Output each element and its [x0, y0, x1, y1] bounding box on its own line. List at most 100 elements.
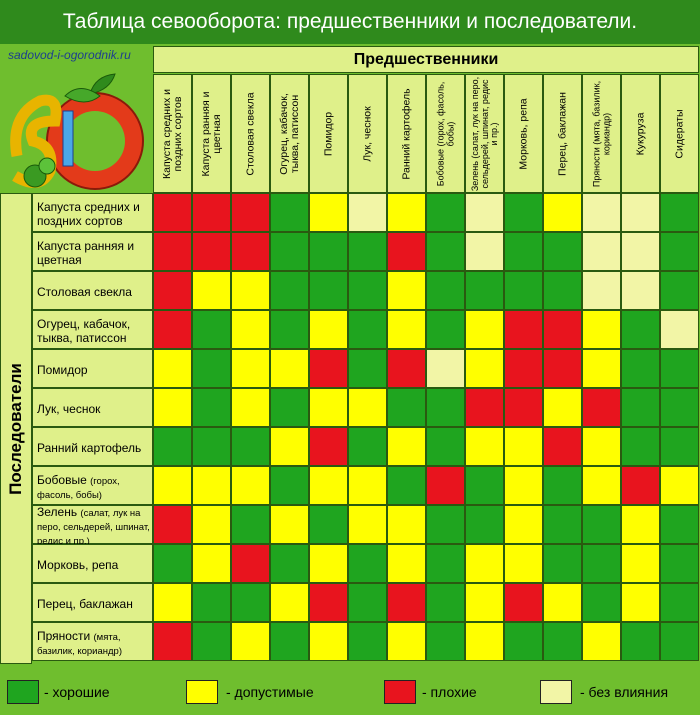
column-header-label: Ранний картофель [400, 87, 412, 180]
cell-good [309, 232, 348, 271]
cell-ok [504, 427, 543, 466]
cell-bad [543, 349, 582, 388]
cell-ok [387, 544, 426, 583]
cell-ok [543, 388, 582, 427]
cell-bad [192, 193, 231, 232]
cell-good [621, 349, 660, 388]
row-header-label: Помидор [37, 362, 88, 377]
cell-ok [231, 310, 270, 349]
cell-good [348, 583, 387, 622]
page-title: Таблица севооборота: предшественники и п… [0, 0, 700, 44]
cell-neutral [582, 232, 621, 271]
cell-ok [543, 583, 582, 622]
cell-ok [270, 349, 309, 388]
cell-good [582, 544, 621, 583]
legend-label-ok: - допустимые [226, 684, 314, 700]
cell-good [660, 232, 699, 271]
cell-ok [153, 349, 192, 388]
cell-ok [270, 427, 309, 466]
row-header-label: Огурец, кабачок, тыква, патиссон [37, 316, 131, 345]
cell-ok [465, 427, 504, 466]
column-header-label: Лук, чеснок [361, 105, 373, 162]
row-header: Капуста ранняя и цветная [32, 232, 153, 271]
cell-good [270, 622, 309, 661]
cell-bad [621, 466, 660, 505]
cell-ok [153, 583, 192, 622]
cell-ok [192, 466, 231, 505]
cell-good [660, 193, 699, 232]
column-header: Ранний картофель [387, 74, 426, 193]
cell-neutral [582, 193, 621, 232]
cell-good [465, 271, 504, 310]
cell-good [543, 232, 582, 271]
cell-good [465, 505, 504, 544]
row-header-label: Столовая свекла [37, 284, 132, 299]
row-header: Бобовые (горох, фасоль, бобы) [32, 466, 153, 505]
cell-bad [504, 388, 543, 427]
cell-good [582, 583, 621, 622]
cell-ok [504, 466, 543, 505]
cell-good [543, 466, 582, 505]
cell-ok [192, 505, 231, 544]
cell-good [348, 622, 387, 661]
column-header-label: Кукуруза [634, 112, 646, 155]
cell-good [387, 388, 426, 427]
column-header-label: Помидор [322, 111, 334, 156]
cell-good [270, 193, 309, 232]
column-header: Сидераты [660, 74, 699, 193]
row-header-note: (горох, фасоль, бобы) [37, 475, 120, 501]
cell-good [504, 232, 543, 271]
cell-good [231, 427, 270, 466]
cell-good [621, 310, 660, 349]
cell-bad [231, 193, 270, 232]
cell-ok [309, 622, 348, 661]
cell-good [309, 271, 348, 310]
cell-bad [543, 427, 582, 466]
cell-good [543, 505, 582, 544]
cell-ok [231, 388, 270, 427]
cell-ok [192, 271, 231, 310]
column-header-label: Капуста средних и поздних сортов [160, 88, 184, 179]
cell-good [270, 388, 309, 427]
predecessors-header: Предшественники [153, 46, 699, 73]
cell-ok [504, 505, 543, 544]
column-header-label: Сидераты [673, 108, 685, 159]
cell-neutral [660, 310, 699, 349]
legend-label-good: - хорошие [44, 684, 110, 700]
cell-bad [153, 271, 192, 310]
cell-good [621, 427, 660, 466]
cell-good [426, 271, 465, 310]
cell-ok [309, 193, 348, 232]
cell-bad [465, 388, 504, 427]
cell-good [660, 388, 699, 427]
cell-ok [582, 622, 621, 661]
column-header-label: Зелень (салат, лук на перо, сельдерей, ш… [469, 76, 499, 191]
cell-ok [387, 193, 426, 232]
legend-swatch-neutral [540, 680, 572, 704]
cell-ok [231, 622, 270, 661]
cell-good [426, 622, 465, 661]
row-header-label: Бобовые [37, 472, 87, 487]
cell-good [192, 622, 231, 661]
cell-good [543, 544, 582, 583]
successors-header-label: Последователи [6, 362, 25, 495]
successors-header: Последователи [0, 193, 32, 664]
cell-ok [582, 349, 621, 388]
cell-good [426, 232, 465, 271]
site-logo [10, 73, 144, 190]
cell-ok [465, 310, 504, 349]
row-header-label: Капуста ранняя и цветная [37, 238, 135, 267]
legend-swatch-bad [384, 680, 416, 704]
column-header: Перец, баклажан [543, 74, 582, 193]
cell-ok [153, 388, 192, 427]
legend-label-bad: - плохие [422, 684, 477, 700]
cell-good [153, 427, 192, 466]
cell-good [192, 349, 231, 388]
cell-good [348, 310, 387, 349]
row-header-label: Перец, баклажан [37, 596, 133, 611]
cell-good [270, 544, 309, 583]
column-header: Огурец, кабачок, тыква, патиссон [270, 74, 309, 193]
cell-ok [582, 310, 621, 349]
cell-good [504, 271, 543, 310]
cell-ok [309, 310, 348, 349]
